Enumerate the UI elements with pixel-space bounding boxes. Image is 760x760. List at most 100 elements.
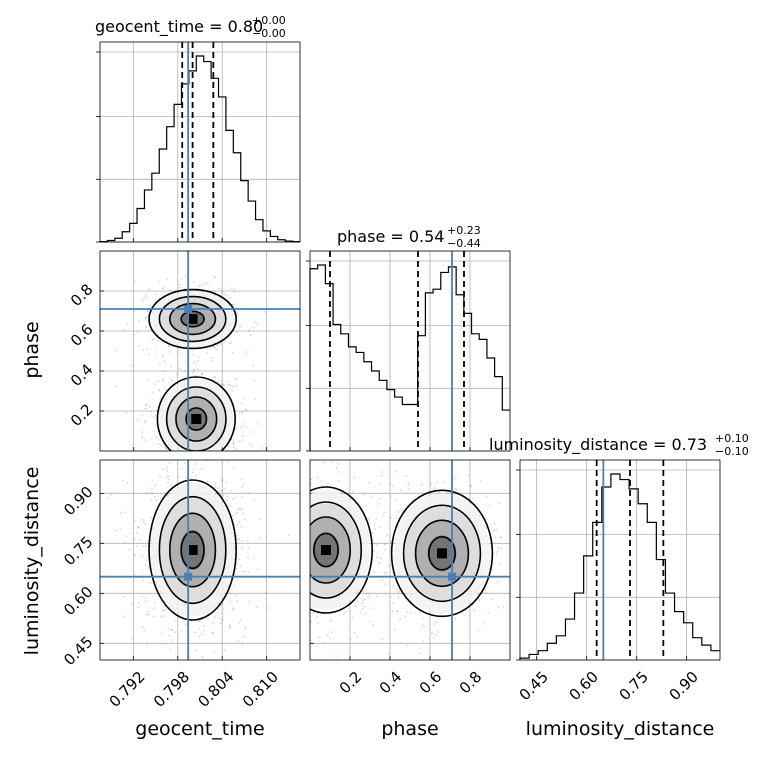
sample-point	[178, 283, 181, 286]
sample-point	[362, 590, 365, 593]
sample-point	[175, 666, 177, 668]
sample-point	[244, 518, 246, 521]
title-phase-plus: +0.23	[447, 224, 481, 237]
panel-hist-phase	[306, 250, 511, 452]
sample-point	[160, 633, 163, 635]
sample-point	[242, 484, 245, 486]
sample-point	[377, 561, 380, 564]
density-peak	[191, 414, 202, 424]
sample-point	[166, 278, 168, 281]
sample-point	[212, 346, 215, 348]
sample-point	[304, 628, 306, 630]
sample-point	[470, 484, 473, 487]
sample-point	[400, 508, 403, 510]
sample-point	[272, 523, 274, 525]
sample-point	[166, 467, 169, 469]
panel-geocent-time-vs-phase: 0.2 0.4 0.6 0.8	[67, 250, 301, 475]
sample-point	[247, 491, 250, 494]
sample-point	[131, 603, 134, 606]
sample-point	[145, 596, 147, 599]
sample-point	[232, 466, 235, 469]
panel-phase-vs-luminosity-distance: 0.2 0.4 0.6 0.8	[239, 459, 511, 697]
sample-point	[232, 497, 235, 500]
sample-point	[140, 596, 143, 598]
sample-point	[476, 629, 479, 632]
sample-point	[286, 522, 288, 524]
sample-point	[302, 582, 304, 584]
sample-point	[184, 361, 187, 364]
sample-point	[172, 473, 174, 475]
sample-point	[137, 344, 140, 347]
title-luminosity-distance-minus: −0.10	[715, 445, 749, 458]
sample-point	[144, 564, 147, 567]
sample-point	[213, 276, 216, 278]
sample-point	[136, 418, 139, 421]
sample-point	[271, 519, 273, 521]
contour-line	[310, 486, 373, 614]
sample-point	[141, 555, 144, 558]
sample-point	[418, 652, 421, 655]
sample-point	[144, 407, 147, 410]
sample-point	[236, 451, 238, 453]
sample-point	[229, 384, 231, 387]
sample-point	[212, 622, 215, 624]
sample-point	[485, 591, 487, 594]
sample-point	[497, 606, 500, 609]
sample-point	[301, 631, 303, 633]
sample-point	[484, 588, 487, 591]
sample-point	[133, 554, 136, 557]
sample-point	[135, 545, 138, 547]
title-phase-main: phase = 0.54	[337, 227, 444, 246]
sample-point	[353, 631, 356, 634]
sample-point	[354, 605, 357, 607]
sample-point	[212, 650, 215, 653]
sample-point	[193, 463, 195, 465]
sample-point	[144, 326, 147, 329]
sample-point	[166, 461, 168, 463]
sample-point	[249, 585, 251, 587]
sample-point	[292, 571, 294, 573]
sample-point	[420, 627, 423, 630]
sample-point	[438, 491, 441, 494]
sample-point	[219, 342, 222, 345]
sample-point	[138, 539, 141, 542]
sample-point	[360, 602, 363, 605]
sample-point	[241, 539, 244, 542]
panel-frame	[309, 250, 511, 452]
sample-point	[205, 351, 208, 354]
sample-point	[166, 481, 169, 484]
sample-point	[297, 556, 299, 558]
sample-point	[214, 483, 217, 485]
sample-point	[362, 599, 365, 602]
sample-point	[159, 397, 162, 400]
sample-point	[141, 431, 144, 433]
sample-point	[364, 493, 366, 496]
sample-point	[253, 321, 256, 324]
sample-point	[133, 573, 136, 576]
sample-point	[395, 514, 398, 517]
sample-point	[375, 518, 378, 521]
sample-point	[223, 340, 226, 343]
histogram-luminosity-distance	[519, 473, 720, 660]
sample-point	[237, 508, 240, 510]
sample-point	[229, 626, 231, 628]
sample-point	[167, 627, 170, 630]
sample-point	[199, 468, 202, 471]
sample-point	[213, 376, 216, 378]
sample-point	[150, 517, 153, 519]
sample-point	[169, 648, 172, 651]
sample-point	[239, 535, 241, 537]
sample-point	[442, 481, 445, 484]
sample-point	[229, 504, 232, 507]
sample-point	[264, 592, 267, 595]
sample-point	[217, 461, 219, 463]
sample-point	[352, 490, 354, 493]
sample-point	[281, 525, 283, 527]
sample-point	[211, 631, 214, 634]
sample-point	[183, 619, 186, 622]
sample-point	[280, 616, 282, 618]
sample-point	[171, 639, 173, 641]
sample-point	[278, 540, 280, 542]
sample-point	[164, 388, 166, 390]
sample-point	[183, 468, 185, 470]
